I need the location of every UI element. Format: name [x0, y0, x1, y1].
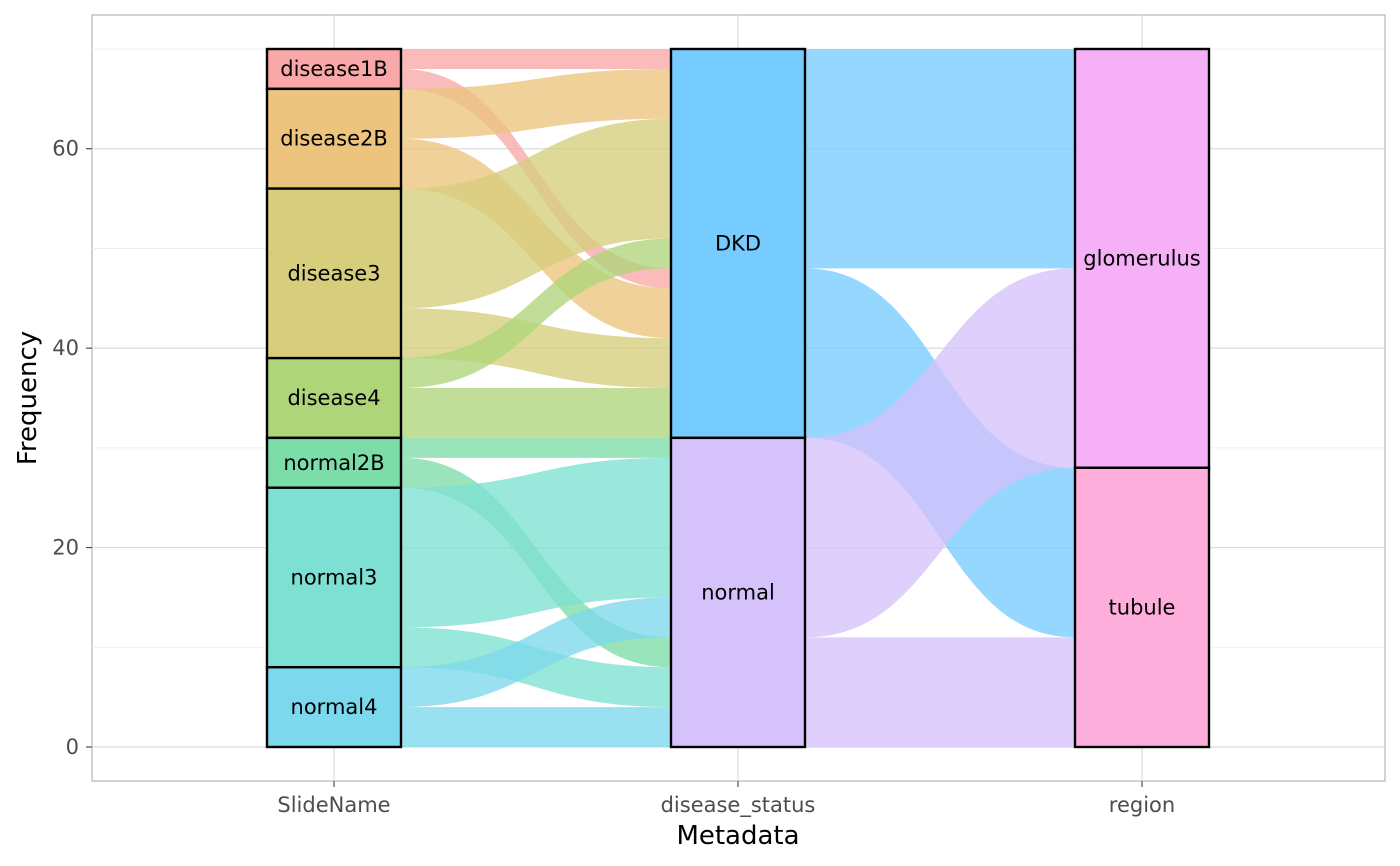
stratum-label-tubule: tubule: [1109, 595, 1176, 619]
y-tick-label: 60: [52, 137, 79, 161]
flow-normal2B-normal: [401, 437, 671, 458]
label-layer: disease1B disease2B disease3 disease4 normal…: [280, 57, 1200, 719]
x-tick-label: region: [1109, 793, 1175, 817]
stratum-label-glomerulus: glomerulus: [1083, 246, 1200, 270]
flow-disease3-DKD: [401, 118, 671, 309]
flow-disease2B-DKD: [401, 68, 671, 139]
flow-layer: [401, 49, 1075, 747]
axis-layer: 0 20 40 60 SlideName disease_status region: [52, 137, 1175, 818]
flow-DKD-glomerulus: [805, 49, 1075, 269]
flow-normal4-normal: [401, 597, 671, 708]
flow-normal4-normal: [401, 707, 671, 747]
stratum-disease4: [265, 356, 403, 440]
stratum-label-DKD: DKD: [715, 231, 761, 255]
stratum-label-normal3: normal3: [291, 565, 378, 589]
stratum-normal4: [265, 666, 403, 749]
flow-normal3-normal: [401, 457, 671, 628]
stratum-label-normal: normal: [701, 580, 775, 604]
stratum-label-disease1B: disease1B: [280, 57, 388, 81]
stratum-label-normal2B: normal2B: [283, 451, 384, 475]
flow-normal-tubule: [805, 637, 1075, 747]
stratum-disease3: [265, 187, 403, 360]
stratum-label-normal4: normal4: [291, 695, 378, 719]
stratum-label-disease2B: disease2B: [280, 127, 388, 151]
x-axis-title: Metadata: [676, 821, 799, 851]
stratum-label-disease4: disease4: [287, 386, 380, 410]
flow-disease1B-DKD: [401, 49, 671, 69]
flow-disease4-DKD: [401, 238, 671, 389]
x-tick-label: disease_status: [661, 793, 816, 818]
stratum-normal2B: [265, 436, 403, 489]
y-tick-label: 20: [52, 536, 79, 560]
y-axis-title: Frequency: [13, 331, 43, 465]
flow-disease3-DKD: [401, 308, 671, 389]
stratum-DKD: [669, 47, 807, 440]
stratum-label-disease3: disease3: [287, 261, 380, 285]
flow-disease4-DKD: [401, 388, 671, 438]
x-tick-label: SlideName: [277, 793, 390, 817]
stratum-tubule: [1073, 466, 1211, 749]
y-tick-label: 0: [66, 735, 79, 759]
flow-normal-glomerulus: [805, 268, 1075, 638]
stratum-normal3: [265, 486, 403, 669]
stratum-layer: [265, 47, 1211, 749]
stratum-glomerulus: [1073, 47, 1211, 469]
y-tick-label: 40: [52, 336, 79, 360]
stratum-normal: [669, 436, 807, 749]
